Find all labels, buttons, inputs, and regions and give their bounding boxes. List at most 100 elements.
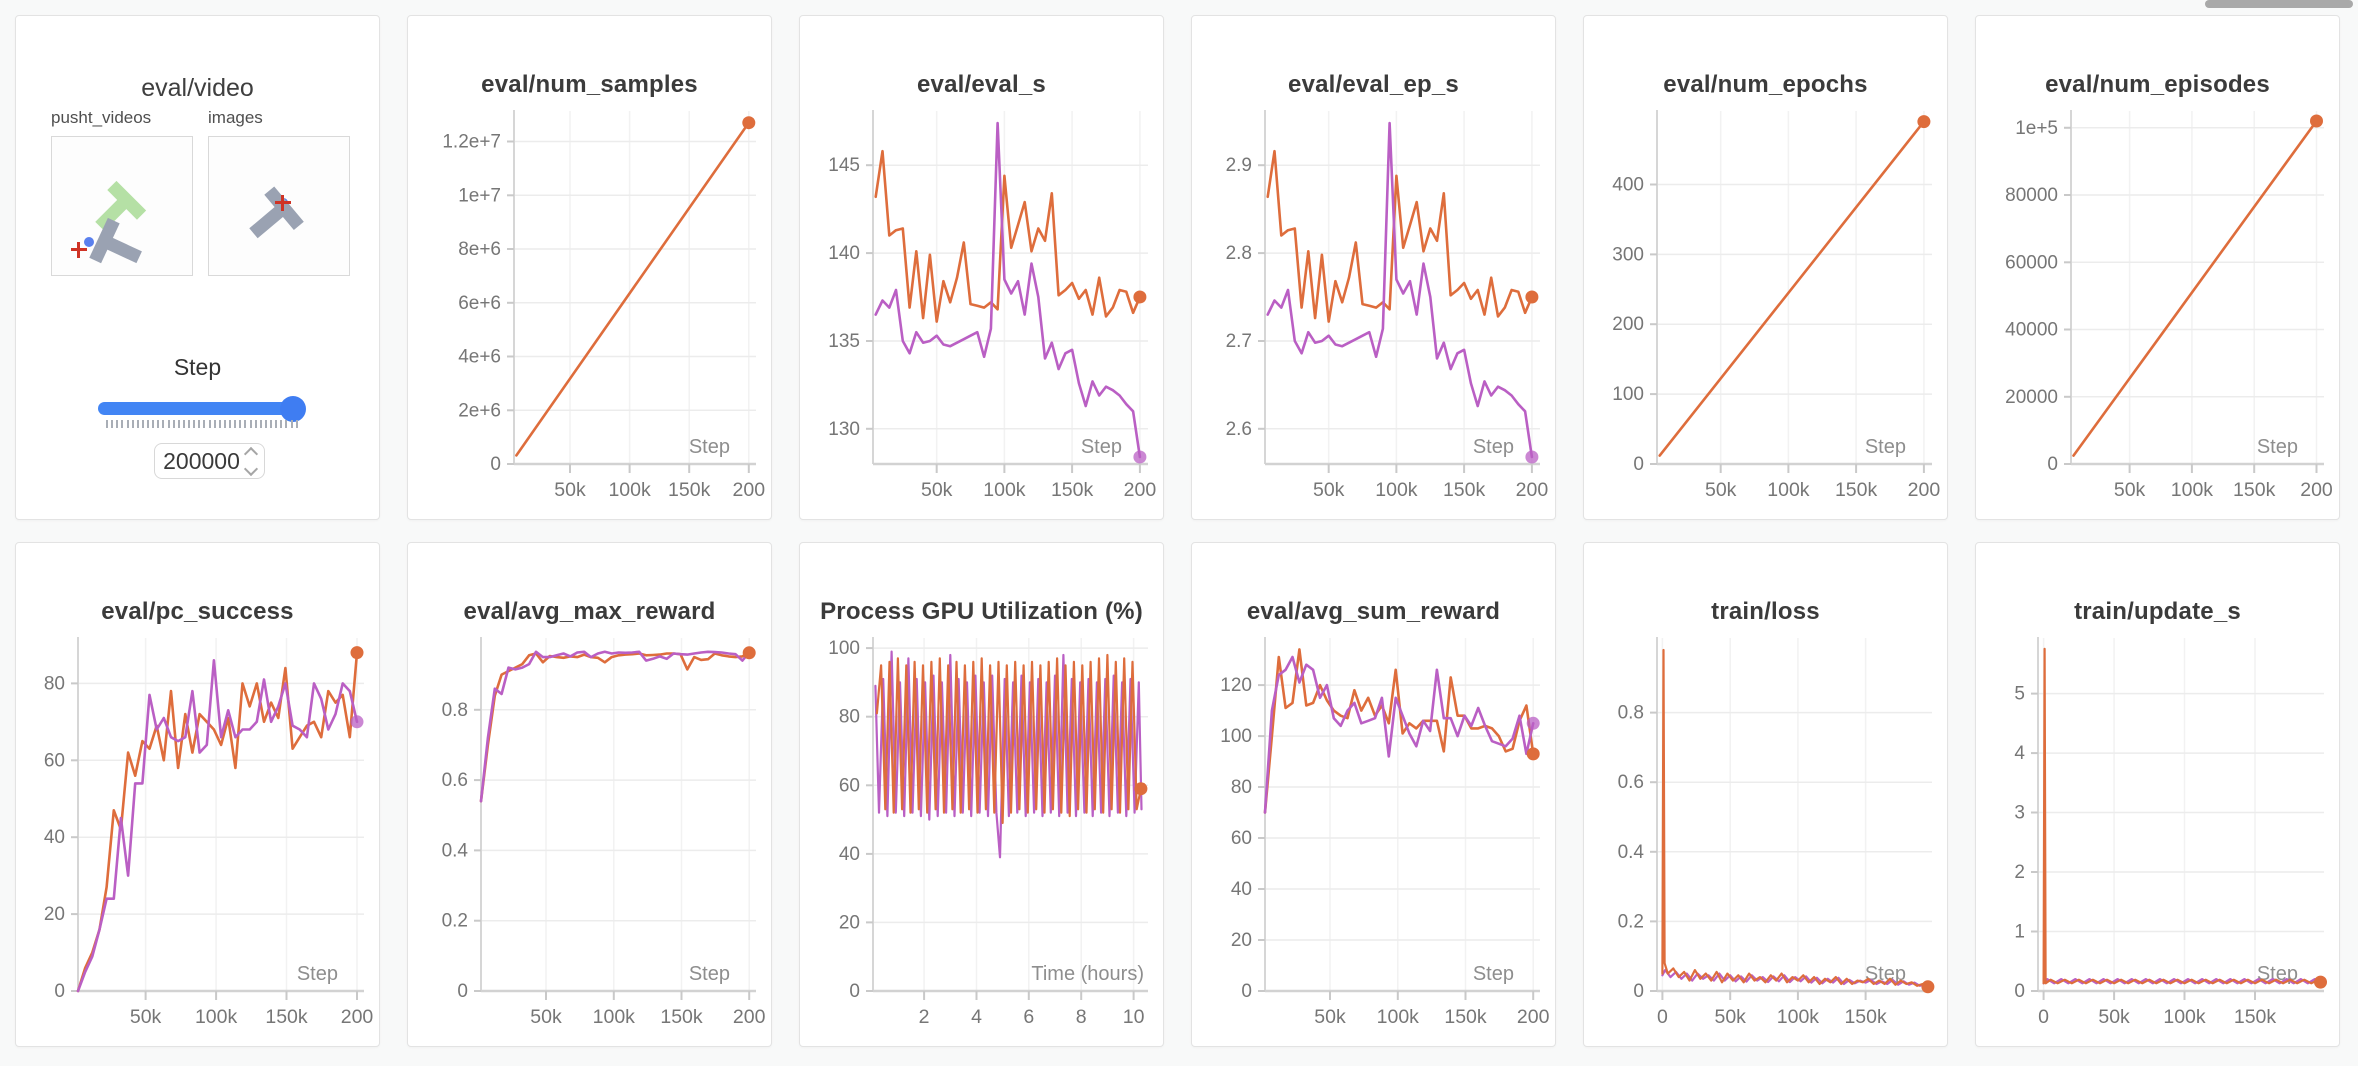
chart-title: Process GPU Utilization (%) [820, 598, 1143, 625]
series-line-run-purple [874, 121, 1142, 459]
stepper-icons[interactable] [243, 446, 258, 476]
y-tick-label: 2.7 [1226, 331, 1252, 352]
panel-eval-pc-success: eval/pc_success 0 20 40 60 80 50k 100k 150k 200 S… [15, 542, 380, 1047]
y-tick-label: 0 [457, 981, 468, 1002]
x-tick-label: 150k [660, 1006, 703, 1028]
y-tick-label: 20 [44, 904, 65, 925]
y-tick-label: 0.2 [1618, 911, 1644, 932]
x-axis-label: Step [1865, 963, 1906, 985]
x-axis-label: Step [689, 436, 730, 458]
y-tick-label: 0 [2014, 981, 2025, 1002]
chart-title: eval/num_samples [481, 71, 698, 98]
agent-dot [84, 237, 94, 247]
x-tick-label: 50k [554, 479, 586, 501]
x-tick-label: 150k [1051, 479, 1094, 501]
slider-knob[interactable] [280, 396, 306, 422]
x-axis-label: Time (hours) [1031, 963, 1144, 985]
y-tick-label: 0 [849, 981, 860, 1002]
series-endpoint-dot-run-orange [350, 646, 364, 660]
x-tick-label: 50k [2098, 1006, 2130, 1028]
series-endpoint-dot-run-orange [1921, 980, 1935, 994]
scrollbar-thumb[interactable] [2205, 0, 2353, 8]
x-axis-label: Step [1081, 436, 1122, 458]
x-tick-label: 150k [1844, 1006, 1887, 1028]
images-thumbnail[interactable] [208, 136, 350, 276]
slider-track[interactable] [98, 402, 304, 415]
y-tick-label: 1.2e+7 [442, 132, 501, 153]
y-tick-label: 60 [839, 775, 860, 796]
series-endpoint-dot-run-orange [742, 646, 756, 660]
chart-title: eval/num_epochs [1663, 71, 1868, 98]
x-tick-label: 10 [1123, 1006, 1145, 1028]
y-tick-label: 80 [839, 707, 860, 728]
y-tick-label: 60 [44, 750, 65, 771]
panel-eval-num-episodes: eval/num_episodes 0 20000 40000 60000 80000 1… [1975, 15, 2340, 520]
y-tick-label: 80 [1231, 777, 1252, 798]
x-axis-label: Step [297, 963, 338, 985]
decrement-icon[interactable] [243, 461, 258, 476]
step-slider[interactable] [98, 396, 308, 426]
y-tick-label: 1e+7 [458, 185, 501, 206]
series-endpoint-dot-run-orange [742, 116, 756, 130]
y-tick-label: 3 [2014, 803, 2025, 824]
x-tick-label: 50k [130, 1006, 162, 1028]
y-tick-label: 0 [54, 981, 65, 1002]
chart-canvas-process-gpu-utilization[interactable]: 0 20 40 60 80 100 2 4 6 8 10 Time (hours) [800, 543, 1164, 1047]
x-axis-label: Step [689, 963, 730, 985]
x-tick-label: 200 [733, 1006, 766, 1028]
series-line-run-orange [875, 653, 1142, 825]
series-endpoint-dot-run-orange [1133, 290, 1147, 304]
x-tick-label: 100k [1767, 479, 1810, 501]
chart-title: eval/avg_max_reward [463, 598, 716, 625]
chart-title: train/loss [1711, 598, 1820, 625]
dashboard-panel-grid: eval/video pusht_videos images [15, 15, 2340, 1047]
series-line-run-orange [2072, 119, 2318, 457]
x-tick-label: 50k [1314, 1006, 1346, 1028]
x-tick-label: 150k [1443, 479, 1486, 501]
y-tick-label: 2.8 [1226, 243, 1252, 264]
y-tick-label: 0 [1633, 454, 1644, 475]
chart-canvas-eval-num-episodes[interactable]: 0 20000 40000 60000 80000 1e+5 50k 100k 150k 200S… [1976, 16, 2340, 520]
y-tick-label: 0 [490, 454, 501, 475]
x-tick-label: 6 [1023, 1006, 1034, 1028]
y-tick-label: 80000 [2005, 185, 2058, 206]
y-tick-label: 120 [1220, 675, 1252, 696]
series-line-run-orange [76, 651, 359, 993]
x-tick-label: 200 [1124, 479, 1157, 501]
step-input[interactable]: 200000 [154, 443, 265, 479]
x-tick-label: 200 [1908, 479, 1941, 501]
y-tick-label: 200 [1612, 314, 1644, 335]
series-endpoint-dot-run-purple [1525, 450, 1539, 464]
x-tick-label: 150k [265, 1006, 308, 1028]
y-tick-label: 60000 [2005, 252, 2058, 273]
y-tick-label: 40 [1231, 879, 1252, 900]
x-tick-label: 100k [2171, 479, 2214, 501]
x-tick-label: 50k [1313, 479, 1345, 501]
chart-canvas-eval-num-samples[interactable]: 0 2e+6 4e+6 6e+6 8e+6 1e+7 1.2e+7 50k 100k 150k 20… [408, 16, 772, 520]
x-tick-label: 150k [2234, 1006, 2277, 1028]
panel-eval-num-epochs: eval/num_epochs 0 100 200 300 400 50k 100k 150k… [1583, 15, 1948, 520]
chart-canvas-train-loss[interactable]: 0 0.2 0.4 0.6 0.8 0 50k 100k 150k Step [1584, 543, 1948, 1047]
x-tick-label: 200 [1516, 479, 1549, 501]
increment-icon[interactable] [243, 446, 258, 461]
y-tick-label: 0.8 [442, 700, 468, 721]
x-axis-label: Step [2257, 436, 2298, 458]
y-tick-label: 100 [1612, 384, 1644, 405]
y-tick-label: 100 [828, 638, 860, 659]
x-tick-label: 150k [1835, 479, 1878, 501]
y-tick-label: 2.6 [1226, 419, 1252, 440]
x-tick-label: 50k [530, 1006, 562, 1028]
panel-eval-video: eval/video pusht_videos images [15, 15, 380, 520]
y-tick-label: 400 [1612, 175, 1644, 196]
series-line-run-orange [874, 149, 1142, 323]
x-tick-label: 100k [195, 1006, 238, 1028]
pusht-video-thumbnail[interactable] [51, 136, 193, 276]
x-tick-label: 100k [593, 1006, 636, 1028]
